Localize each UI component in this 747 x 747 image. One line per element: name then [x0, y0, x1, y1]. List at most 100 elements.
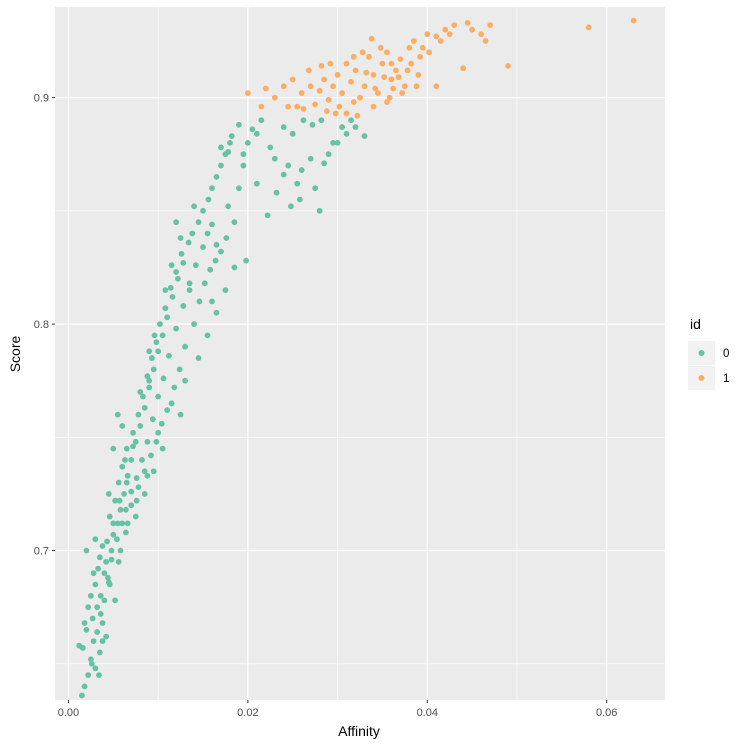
y-axis-title: Score [7, 336, 23, 373]
data-point-series-1 [370, 103, 377, 110]
data-point-series-0 [231, 219, 238, 226]
data-point-series-1 [307, 83, 314, 90]
data-point-series-1 [410, 38, 417, 44]
data-point-series-0 [108, 547, 115, 554]
data-point-series-1 [325, 96, 332, 103]
data-point-series-1 [289, 76, 296, 83]
data-point-series-1 [377, 44, 384, 51]
data-point-series-0 [146, 384, 153, 391]
data-point-series-0 [144, 373, 151, 380]
data-point-series-0 [96, 672, 102, 678]
data-point-series-0 [164, 314, 171, 321]
data-point-series-1 [318, 62, 325, 69]
data-point-series-1 [406, 44, 413, 51]
data-point-series-0 [180, 260, 187, 266]
data-point-series-0 [225, 203, 232, 210]
data-point-series-0 [81, 683, 88, 690]
data-point-series-0 [92, 581, 99, 588]
data-point-series-1 [399, 90, 406, 96]
data-point-series-0 [171, 384, 178, 391]
data-point-series-0 [101, 570, 108, 577]
data-point-series-0 [144, 438, 151, 445]
data-point-series-1 [415, 72, 422, 78]
x-tick-label: 0.00 [58, 707, 79, 719]
data-point-series-0 [285, 162, 292, 169]
y-tick-label: 0.8 [34, 319, 49, 331]
data-point-series-0 [273, 189, 280, 196]
data-point-series-0 [227, 139, 233, 146]
data-point-series-0 [155, 429, 162, 436]
data-point-series-1 [437, 38, 444, 44]
data-point-series-0 [90, 570, 97, 577]
y-tick-label: 0.7 [34, 546, 49, 558]
data-point-series-1 [460, 65, 467, 72]
data-point-series-1 [271, 94, 278, 101]
data-point-series-0 [240, 151, 247, 158]
data-point-series-0 [218, 144, 224, 151]
data-point-series-0 [99, 543, 106, 549]
data-point-series-0 [112, 597, 119, 604]
data-point-series-0 [83, 547, 90, 554]
data-point-series-0 [128, 457, 135, 463]
data-point-series-1 [482, 38, 489, 44]
data-point-series-0 [223, 235, 230, 241]
data-point-series-1 [330, 83, 336, 90]
data-point-series-1 [388, 76, 395, 83]
data-point-series-0 [149, 416, 156, 423]
data-point-series-1 [305, 67, 312, 74]
data-point-series-0 [318, 117, 325, 124]
data-point-series-0 [94, 629, 101, 635]
data-point-series-0 [240, 162, 247, 169]
data-point-series-0 [124, 472, 131, 479]
data-point-series-1 [316, 87, 323, 94]
data-point-series-1 [424, 31, 431, 38]
data-point-series-1 [408, 60, 415, 67]
data-point-series-0 [352, 124, 359, 130]
data-point-series-0 [124, 520, 131, 527]
data-point-series-0 [110, 531, 117, 538]
data-point-series-0 [153, 339, 160, 346]
data-point-series-1 [354, 112, 361, 119]
data-point-series-0 [196, 298, 203, 305]
data-point-series-1 [375, 90, 381, 96]
data-point-series-0 [114, 411, 121, 418]
data-point-series-1 [343, 60, 350, 67]
data-point-series-0 [343, 130, 350, 137]
data-point-series-0 [151, 332, 158, 339]
data-point-series-0 [167, 284, 174, 291]
data-point-series-0 [321, 160, 328, 167]
data-point-series-1 [381, 74, 388, 81]
data-point-series-0 [150, 468, 157, 475]
data-point-series-0 [348, 117, 354, 124]
data-point-series-1 [312, 101, 319, 108]
data-point-series-0 [289, 130, 296, 137]
data-point-series-0 [122, 457, 128, 463]
data-point-series-0 [296, 196, 303, 203]
data-point-series-0 [209, 221, 215, 228]
data-point-series-0 [298, 167, 305, 173]
data-point-series-0 [140, 393, 146, 400]
data-point-series-1 [350, 53, 357, 60]
data-point-series-0 [159, 445, 166, 452]
data-point-series-0 [271, 155, 278, 162]
data-point-series-1 [386, 94, 393, 101]
data-point-series-0 [113, 536, 120, 543]
data-point-series-1 [404, 67, 411, 74]
data-point-series-1 [350, 99, 357, 106]
data-point-series-1 [372, 85, 379, 92]
data-point-series-1 [352, 67, 359, 74]
data-point-series-1 [417, 53, 424, 60]
data-point-series-0 [339, 124, 345, 130]
data-point-series-0 [141, 404, 148, 411]
data-point-series-1 [413, 83, 420, 90]
data-point-series-0 [139, 457, 145, 463]
data-point-series-1 [334, 72, 341, 78]
data-point-series-0 [169, 293, 176, 300]
data-point-series-1 [585, 24, 592, 31]
data-point-series-0 [76, 642, 83, 649]
data-point-series-0 [249, 126, 256, 133]
data-point-series-0 [185, 239, 192, 246]
data-point-series-0 [267, 144, 274, 151]
data-point-series-0 [122, 529, 129, 536]
data-point-series-1 [321, 76, 328, 83]
